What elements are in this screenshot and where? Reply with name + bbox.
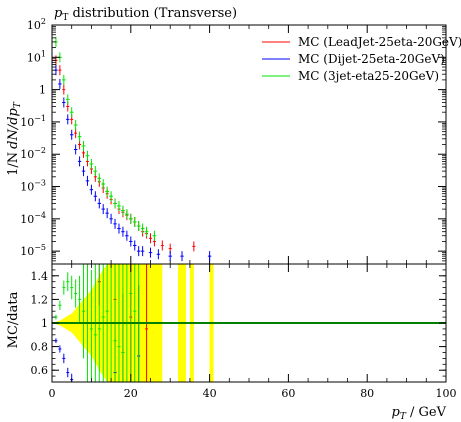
main-ytick-label-3: 10−1 — [20, 114, 46, 129]
xlabel-p: p — [392, 405, 401, 420]
ratio-ylabel: MC/data — [6, 291, 21, 348]
title-p: p — [54, 6, 63, 21]
ratio-ytick-label-3: 1.2 — [31, 293, 49, 306]
legend-item-3jet: MC (3jet-eta25-20GeV) — [262, 69, 439, 83]
ratio-ytick-label-4: 1.4 — [31, 270, 49, 283]
ratio-ytick-label-2: 1 — [41, 317, 48, 330]
ylabel-a: 1/N — [6, 152, 21, 176]
x-axis-label: pT / GeV — [392, 405, 447, 422]
x-tick-label-5: 100 — [436, 387, 457, 400]
xlabel-sub: T — [400, 412, 407, 422]
main-ylabel: 1/N dN/dpT — [6, 101, 23, 176]
ylabel-b: dN/dp — [6, 107, 21, 148]
title-sub: T — [62, 13, 68, 23]
main-ytick-label-4: 10−2 — [20, 146, 46, 161]
ratio-panel: 0.6 0.8 1 1.2 1.4 0 20 40 60 80 100 — [31, 263, 457, 400]
legend-item-leadjet: MC (LeadJet-25eta-20GeV) — [262, 35, 461, 49]
legend-item-dijet: MC (Dijet-25eta-20GeV) — [262, 52, 445, 66]
main-ytick-label-7: 10−5 — [20, 243, 46, 258]
legend-label-dijet: MC (Dijet-25eta-20GeV) — [298, 52, 445, 66]
x-tick-label-1: 20 — [124, 387, 138, 400]
ylabel-sub: T — [13, 101, 23, 108]
main-ytick-label-5: 10−3 — [20, 179, 46, 194]
x-tick-label-4: 80 — [360, 387, 374, 400]
main-panel: 102 101 1 10−1 10−2 10−3 10−4 10−5 — [20, 17, 447, 265]
ratio-ytick-label-0: 0.6 — [31, 364, 49, 377]
chart-title: pT distribution (Transverse) — [54, 6, 237, 23]
x-tick-label-3: 60 — [281, 387, 295, 400]
x-tick-label-2: 40 — [203, 387, 217, 400]
ratio-ytick-label-1: 0.8 — [31, 341, 49, 354]
main-ytick-label-1: 101 — [27, 49, 46, 64]
main-ytick-label-0: 102 — [27, 17, 46, 32]
main-ytick-label-6: 10−4 — [20, 211, 46, 226]
legend-label-leadjet: MC (LeadJet-25eta-20GeV) — [298, 35, 461, 49]
main-ytick-label-2: 1 — [39, 84, 46, 97]
xlabel-rest: / GeV — [406, 405, 447, 420]
x-tick-label-0: 0 — [49, 387, 56, 400]
legend: MC (LeadJet-25eta-20GeV) MC (Dijet-25eta… — [262, 35, 461, 83]
title-rest: distribution (Transverse) — [68, 6, 237, 21]
legend-label-3jet: MC (3jet-eta25-20GeV) — [298, 69, 439, 83]
